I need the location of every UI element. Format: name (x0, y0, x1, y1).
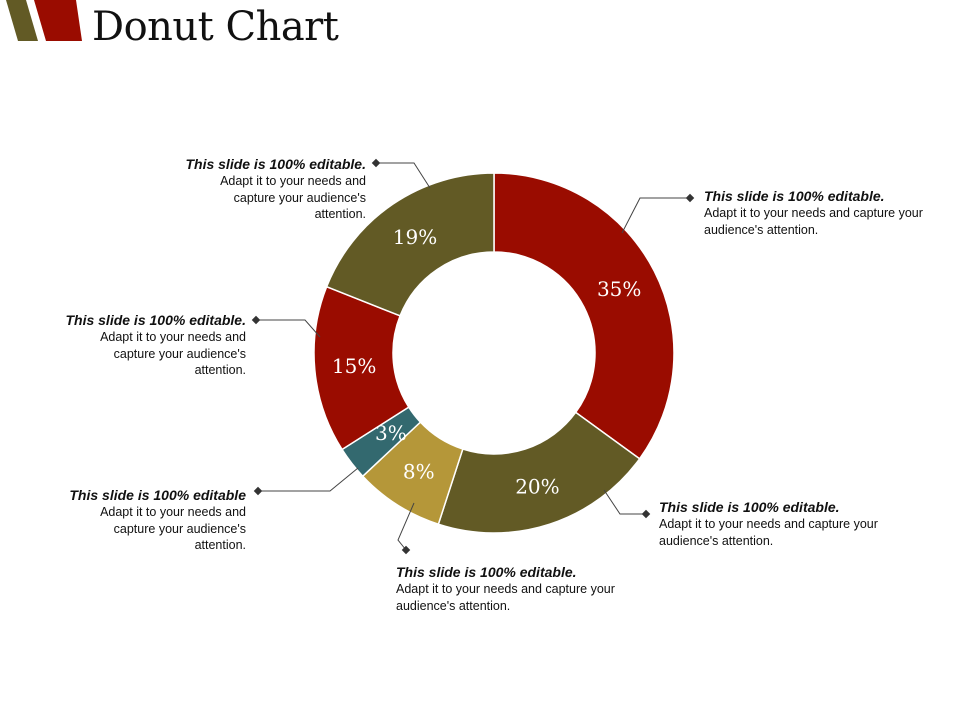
leader-line (603, 489, 646, 515)
leader-diamond (401, 545, 411, 555)
callout-top-left: This slide is 100% editable. Adapt it to… (150, 156, 366, 223)
leader-diamond (251, 315, 261, 325)
callout-body: Adapt it to your needs and capture your … (220, 174, 366, 221)
callout-heading: This slide is 100% editable. (704, 188, 885, 204)
callout-heading: This slide is 100% editable (69, 487, 246, 503)
leader-diamond (253, 486, 263, 496)
callout-body: Adapt it to your needs and capture your … (100, 505, 246, 552)
callout-middle-left: This slide is 100% editable. Adapt it to… (30, 312, 246, 379)
donut-slice (437, 411, 641, 534)
callout-body: Adapt it to your needs and capture your … (659, 517, 878, 548)
slice-label: 8% (403, 460, 435, 484)
callout-heading: This slide is 100% editable. (396, 564, 577, 580)
olive-bar (6, 0, 38, 41)
slice-label: 19% (393, 225, 437, 249)
callout-bottom-left: This slide is 100% editable Adapt it to … (30, 487, 246, 554)
callout-body: Adapt it to your needs and capture your … (704, 206, 923, 237)
header-decoration (6, 0, 82, 41)
leader-line (256, 319, 321, 338)
slice-label: 20% (515, 475, 559, 499)
donut-slice (325, 172, 495, 317)
callout-body: Adapt it to your needs and capture your … (396, 582, 615, 613)
leader-line (621, 197, 690, 234)
red-bar (34, 0, 82, 41)
slice-label: 15% (332, 354, 376, 378)
callout-bottom-center: This slide is 100% editable. Adapt it to… (396, 564, 624, 614)
leader-diamond (641, 509, 651, 519)
callout-body: Adapt it to your needs and capture your … (100, 330, 246, 377)
callout-heading: This slide is 100% editable. (65, 312, 246, 328)
callout-heading: This slide is 100% editable. (659, 499, 840, 515)
leader-line (258, 467, 359, 492)
callout-heading: This slide is 100% editable. (185, 156, 366, 172)
leader-line (376, 162, 431, 189)
donut-slice (493, 172, 675, 460)
leader-diamond (685, 193, 695, 203)
callout-bottom-right: This slide is 100% editable. Adapt it to… (659, 499, 887, 549)
page-title: Donut Chart (92, 4, 339, 50)
callout-top-right: This slide is 100% editable. Adapt it to… (704, 188, 934, 238)
slice-label: 35% (597, 277, 641, 301)
leader-line (397, 502, 415, 551)
leader-diamond (371, 158, 381, 168)
